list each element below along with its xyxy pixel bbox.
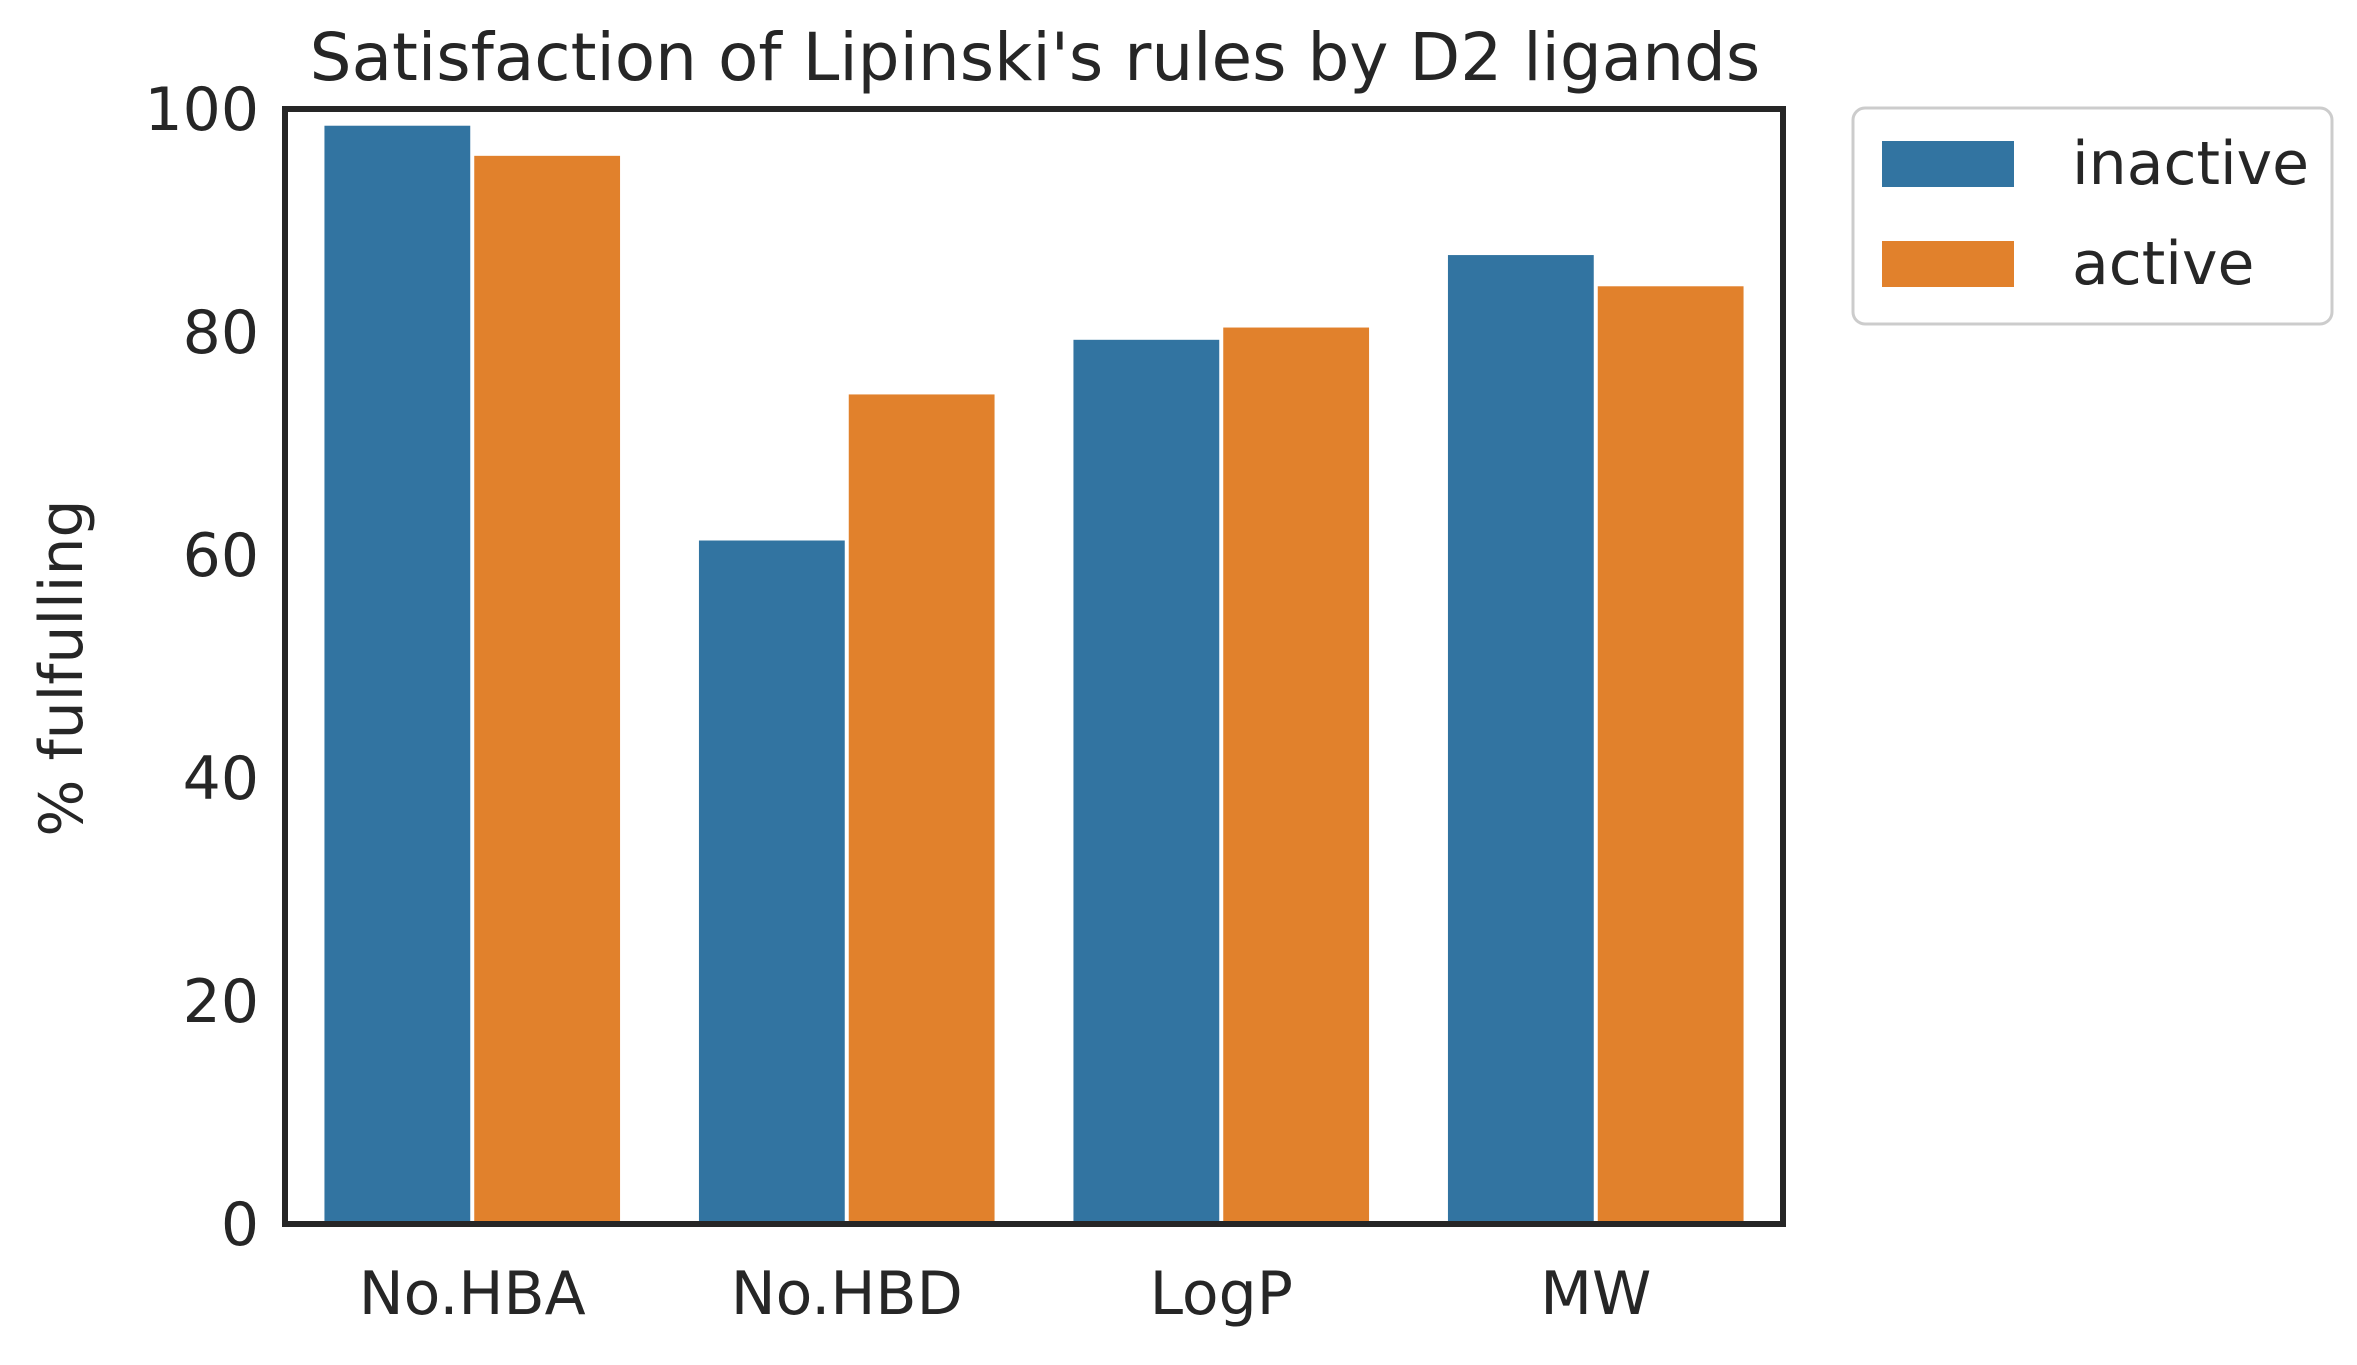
legend-swatch-inactive [1882, 141, 2014, 187]
y-tick-label: 80 [183, 298, 259, 368]
bar-active-logp [1223, 327, 1370, 1224]
y-tick-label: 100 [144, 75, 259, 145]
y-tick-label: 0 [221, 1190, 259, 1260]
legend: inactive active [1851, 106, 2334, 326]
x-tick-label: LogP [1150, 1259, 1293, 1329]
legend-label-active: active [2072, 229, 2254, 299]
legend-label-inactive: inactive [2072, 129, 2309, 199]
x-tick-label: No.HBA [359, 1259, 586, 1329]
bar-active-no-hba [474, 155, 621, 1225]
bar-active-no-hbd [848, 394, 995, 1224]
bar-inactive-mw [1447, 255, 1594, 1224]
x-tick-label: MW [1540, 1259, 1651, 1329]
y-tick-label: 40 [183, 744, 259, 814]
y-ticks-group: 0 20 40 60 80 100 [144, 75, 259, 1260]
bars-group [324, 125, 1744, 1225]
y-axis-label: % fulfulling [27, 499, 97, 836]
x-ticks-group: No.HBA No.HBD LogP MW [359, 1259, 1652, 1329]
chart-title: Satisfaction of Lipinski's rules by D2 l… [310, 19, 1761, 96]
bar-inactive-no-hbd [698, 540, 845, 1224]
bar-inactive-no-hba [324, 125, 471, 1225]
y-tick-label: 20 [183, 967, 259, 1037]
legend-swatch-active [1882, 241, 2014, 287]
x-tick-label: No.HBD [731, 1259, 963, 1329]
bar-inactive-logp [1073, 339, 1220, 1224]
plot-frame [282, 106, 1786, 1227]
bar-active-mw [1597, 286, 1744, 1224]
y-tick-label: 60 [183, 521, 259, 591]
